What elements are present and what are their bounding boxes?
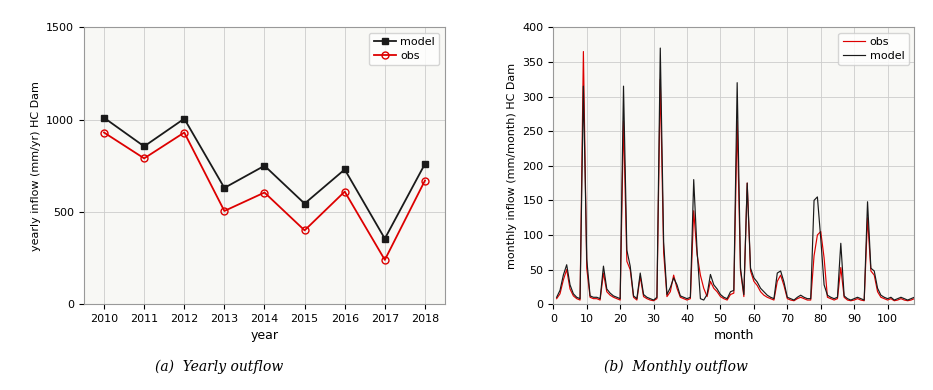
Text: (a)  Yearly outflow: (a) Yearly outflow — [155, 359, 284, 374]
obs — [98, 130, 109, 135]
obs — [865, 269, 876, 273]
model — [218, 186, 230, 190]
obs — [178, 130, 189, 135]
obs — [648, 298, 660, 303]
Line: obs: obs — [557, 51, 914, 301]
obs — [909, 296, 920, 301]
X-axis label: year: year — [250, 330, 278, 342]
Legend: model, obs: model, obs — [369, 33, 439, 65]
Y-axis label: monthly inflow (mm/month) HC Dam: monthly inflow (mm/month) HC Dam — [507, 63, 517, 269]
model — [865, 266, 876, 271]
obs — [218, 209, 230, 213]
model — [178, 116, 189, 121]
Y-axis label: yearly inflow (mm/yr) HC Dam: yearly inflow (mm/yr) HC Dam — [31, 81, 41, 251]
model — [842, 296, 853, 301]
obs — [339, 189, 350, 194]
model — [258, 163, 270, 168]
model — [608, 294, 620, 298]
obs — [611, 296, 622, 301]
obs — [578, 49, 589, 54]
model — [138, 144, 149, 149]
model — [648, 298, 660, 302]
Text: (b)  Monthly outflow: (b) Monthly outflow — [605, 359, 748, 374]
model — [379, 236, 390, 241]
Line: model: model — [557, 48, 914, 300]
model — [551, 295, 563, 300]
model — [655, 46, 666, 50]
model — [299, 201, 310, 206]
model — [909, 295, 920, 300]
obs — [842, 298, 853, 302]
obs — [379, 257, 390, 262]
Line: obs: obs — [101, 129, 428, 263]
obs — [299, 228, 310, 233]
obs — [138, 156, 149, 161]
model — [588, 295, 599, 300]
obs — [419, 178, 430, 183]
obs — [258, 190, 270, 195]
model — [725, 289, 736, 294]
model — [98, 115, 109, 120]
model — [339, 167, 350, 172]
Legend: obs, model: obs, model — [839, 33, 909, 65]
obs — [551, 296, 563, 301]
Line: model: model — [101, 114, 428, 242]
obs — [872, 289, 884, 294]
model — [872, 286, 884, 291]
obs — [592, 296, 603, 301]
model — [419, 161, 430, 166]
obs — [725, 292, 736, 297]
X-axis label: month: month — [714, 330, 754, 342]
